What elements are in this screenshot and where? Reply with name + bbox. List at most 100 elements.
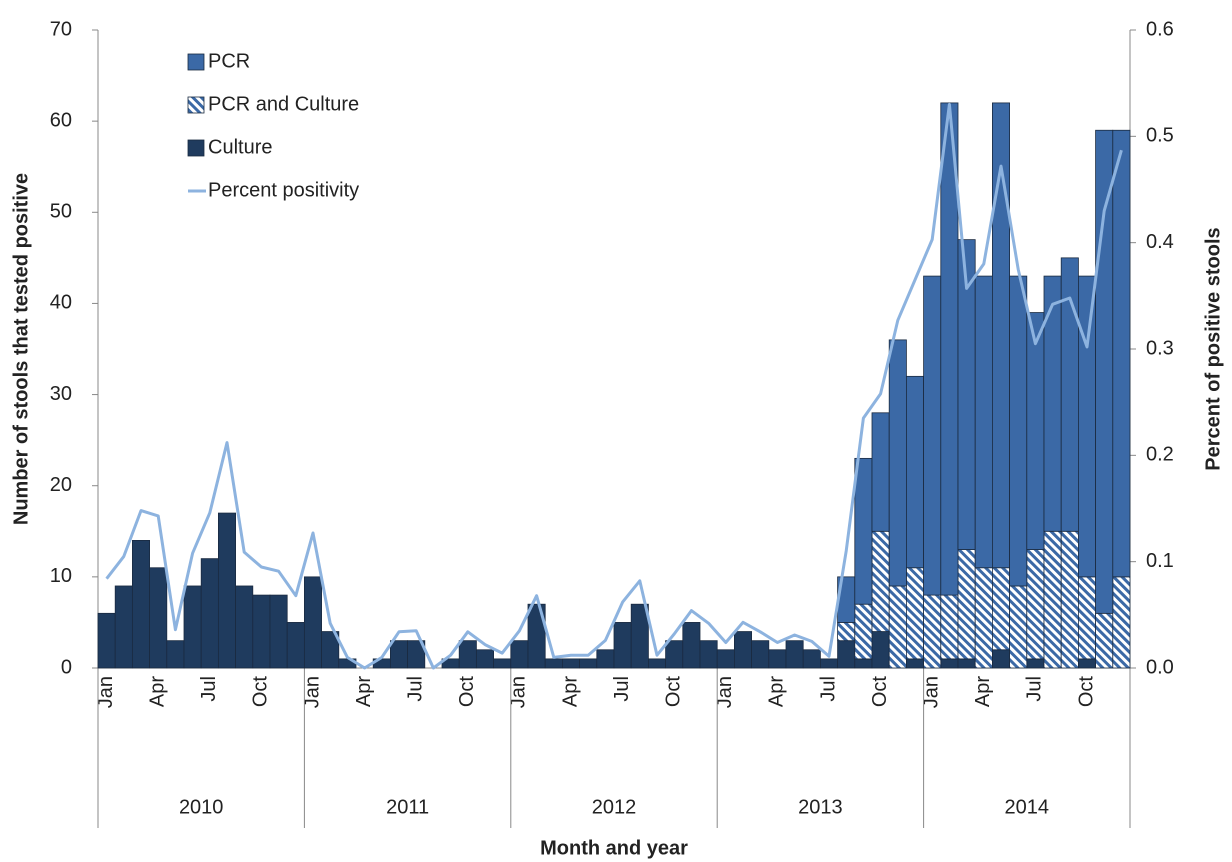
bar: [854, 603, 873, 660]
x-tick-label: Jan: [714, 676, 736, 708]
y2-tick-label: 0.5: [1146, 125, 1174, 147]
bar: [699, 640, 718, 669]
bar: [1043, 530, 1062, 669]
bar: [217, 512, 236, 669]
bar: [131, 540, 150, 669]
bar: [871, 412, 890, 532]
bar: [1112, 576, 1131, 669]
bar: [716, 649, 735, 669]
x-tick-label: Oct: [662, 676, 684, 708]
bar: [820, 658, 839, 669]
bar: [1078, 576, 1097, 660]
legend-label: Percent positivity: [208, 179, 359, 201]
x-tick-label: Apr: [972, 676, 994, 707]
bar: [665, 640, 684, 669]
bar: [974, 567, 993, 669]
legend-swatch: [187, 139, 205, 157]
bar: [1009, 275, 1028, 587]
year-label: 2011: [386, 796, 429, 818]
year-label: 2012: [592, 796, 637, 818]
bar: [906, 375, 925, 569]
bar: [235, 585, 254, 669]
y2-tick-label: 0.6: [1146, 18, 1174, 40]
bar: [837, 640, 856, 669]
bar: [200, 558, 219, 669]
bar: [183, 585, 202, 669]
bar: [1095, 129, 1114, 614]
bar: [475, 649, 494, 669]
bar: [321, 631, 340, 669]
bar: [888, 585, 907, 669]
bar: [871, 530, 890, 632]
legend-label: Culture: [208, 136, 272, 158]
y2-tick-label: 0.1: [1146, 550, 1174, 572]
y2-tick-label: 0.3: [1146, 337, 1174, 359]
y2-tick-label: 0.0: [1146, 656, 1174, 678]
bar: [114, 585, 133, 669]
bar: [906, 658, 925, 669]
y-tick-label: 50: [50, 201, 72, 223]
bar: [1026, 658, 1045, 669]
x-tick-label: Oct: [456, 676, 478, 708]
bar: [837, 622, 856, 642]
bar: [888, 339, 907, 587]
bar: [940, 658, 959, 669]
x-tick-label: Apr: [766, 676, 788, 707]
bar: [269, 594, 288, 669]
line: [105, 102, 1123, 670]
bar: [1095, 612, 1114, 669]
year-label: 2014: [1005, 796, 1050, 818]
y2-tick-label: 0.4: [1146, 231, 1174, 253]
bar: [734, 631, 753, 669]
x-tick-label: Apr: [353, 676, 375, 707]
bar: [785, 640, 804, 669]
bar: [527, 603, 546, 669]
bar: [1026, 312, 1045, 550]
bar: [458, 640, 477, 669]
bar: [579, 658, 598, 669]
bar: [974, 275, 993, 569]
y-tick-label: 0: [61, 656, 72, 678]
x-tick-label: Jan: [920, 676, 942, 708]
bar: [407, 640, 426, 669]
bar: [1078, 275, 1097, 578]
bar: [286, 622, 305, 669]
bar: [389, 640, 408, 669]
bar: [562, 658, 581, 669]
y2-axis-title: Percent of positive stools: [1202, 227, 1224, 470]
y2-tick-label: 0.2: [1146, 444, 1174, 466]
y-tick-label: 60: [50, 109, 72, 131]
x-tick-label: Jan: [301, 676, 323, 708]
legend-swatch: [187, 53, 205, 71]
x-axis-title: Month and year: [540, 837, 688, 859]
x-tick-label: Apr: [559, 676, 581, 707]
bar: [768, 649, 787, 669]
year-label: 2010: [179, 796, 224, 818]
bar: [957, 658, 976, 669]
bar: [682, 622, 701, 669]
x-tick-label: Oct: [250, 676, 272, 708]
x-tick-label: Oct: [869, 676, 891, 708]
bar: [544, 658, 563, 669]
bar: [957, 549, 976, 660]
y-tick-label: 70: [50, 18, 72, 40]
legend-label: PCR and Culture: [208, 93, 359, 115]
y-tick-label: 20: [50, 474, 72, 496]
bar: [871, 631, 890, 669]
bar: [854, 457, 873, 605]
bar: [1060, 530, 1079, 669]
bar: [906, 567, 925, 660]
x-tick-label: Jul: [404, 676, 426, 702]
bar: [923, 275, 942, 596]
bar: [854, 658, 873, 669]
x-tick-label: Jan: [508, 676, 530, 708]
y-tick-label: 30: [50, 383, 72, 405]
bar: [648, 658, 667, 669]
bar: [1112, 129, 1131, 578]
legend-label: PCR: [208, 50, 250, 72]
bar: [596, 649, 615, 669]
bar: [493, 658, 512, 669]
y-tick-label: 10: [50, 565, 72, 587]
y-tick-label: 40: [50, 292, 72, 314]
